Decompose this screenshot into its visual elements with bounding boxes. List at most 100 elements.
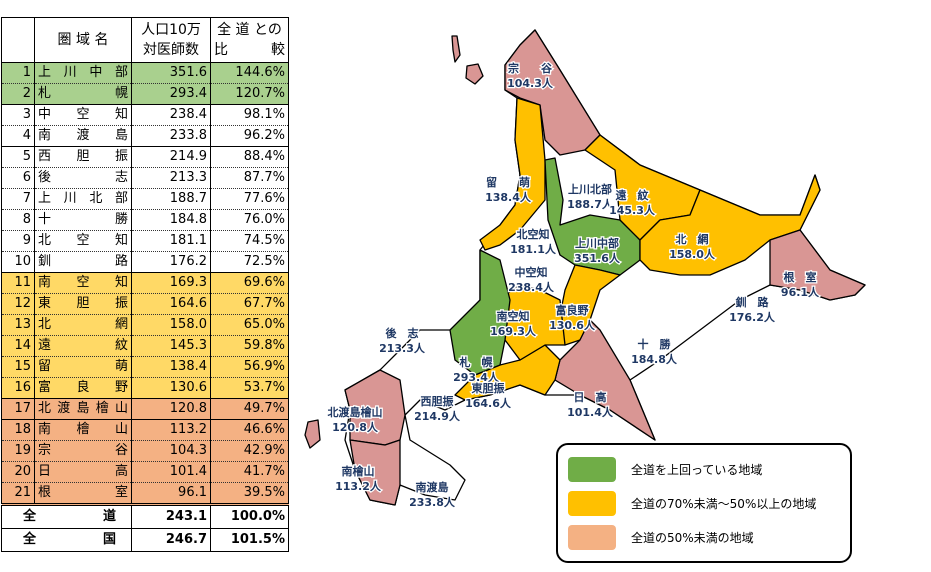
map-label-value: 145.3人 — [609, 203, 656, 217]
comparison-cell: 53.7% — [210, 377, 289, 399]
physician-ratio-cell: 184.8 — [131, 209, 211, 231]
region-name-cell: 南空知 — [34, 272, 132, 294]
table-row: 14 遠紋 145.3 59.8% — [1, 335, 289, 357]
physician-ratio-cell: 169.3 — [131, 272, 211, 294]
map-label-name: 北空知 — [517, 227, 550, 241]
table-row: 7 上川北部 188.7 77.6% — [1, 188, 289, 210]
physician-ratio-cell: 176.2 — [131, 251, 211, 273]
map-label-name: 後 志 — [386, 326, 419, 340]
map-label-name: 南渡島 — [416, 480, 449, 494]
table-row: 13 北網 158.0 65.0% — [1, 314, 289, 336]
total-value-cell: 243.1 — [131, 503, 211, 529]
rank-cell: 16 — [1, 377, 35, 399]
physician-ratio-cell: 96.1 — [131, 482, 211, 505]
region-name-cell: 南檜山 — [34, 419, 132, 441]
map-label-value: 169.3人 — [490, 324, 537, 338]
comparison-cell: 69.6% — [210, 272, 289, 294]
region-name-cell: 北網 — [34, 314, 132, 336]
total-name-cell: 全国 — [1, 528, 132, 552]
comparison-cell: 74.5% — [210, 230, 289, 252]
map-label-name: 根 室 — [784, 270, 817, 284]
comparison-cell: 56.9% — [210, 356, 289, 378]
rank-header — [1, 17, 35, 63]
table-row: 16 富良野 130.6 53.7% — [1, 377, 289, 399]
map-label-name: 釧 路 — [735, 295, 770, 309]
region-sapporo — [449, 249, 511, 376]
rank-cell: 19 — [1, 440, 35, 462]
comparison-cell: 72.5% — [210, 251, 289, 273]
physician-ratio-cell: 104.3 — [131, 440, 211, 462]
total-ratio-cell: 100.0% — [210, 503, 289, 529]
comparison-cell: 67.7% — [210, 293, 289, 315]
map-label-value: 351.6人 — [574, 251, 621, 265]
legend-item: 全道を上回っている地域 — [568, 457, 762, 482]
total-row: 全国 246.7 101.5% — [1, 528, 289, 552]
map-label-name: 上川北部 — [568, 182, 612, 196]
map-label-name: 富良野 — [556, 303, 589, 317]
rank-cell: 20 — [1, 461, 35, 483]
map-label-name: 留 萌 — [486, 175, 530, 189]
table-row: 15 留萌 138.4 56.9% — [1, 356, 289, 378]
map-label-name: 遠 紋 — [616, 188, 650, 202]
comparison-cell: 87.7% — [210, 167, 289, 189]
ratio-header: 全 道 との比較 — [210, 17, 289, 63]
rank-cell: 15 — [1, 356, 35, 378]
comparison-cell: 42.9% — [210, 440, 289, 462]
physician-ratio-table: 圏 域 名 人口10万 対医師数 全 道 との比較 1 上川中部 351.6 144.6… — [1, 17, 289, 552]
map-label-name: 中空知 — [515, 265, 548, 279]
rank-cell: 10 — [1, 251, 35, 273]
comparison-cell: 76.0% — [210, 209, 289, 231]
region-name-cell: 富良野 — [34, 377, 132, 399]
region-name-cell: 札幌 — [34, 83, 132, 105]
rishiri-island — [465, 63, 484, 85]
rank-cell: 12 — [1, 293, 35, 315]
region-name-cell: 釧路 — [34, 251, 132, 273]
comparison-cell: 46.6% — [210, 419, 289, 441]
rank-cell: 11 — [1, 272, 35, 294]
table-row: 8 十勝 184.8 76.0% — [1, 209, 289, 231]
map-legend: 全道を上回っている地域 全道の70%未満～50%以上の地域 全道の50%未満の地域 — [556, 443, 852, 563]
map-label-name: 北 網 — [676, 232, 709, 246]
map-label-name: 十 勝 — [638, 337, 672, 351]
map-label-value: 184.8人 — [631, 352, 678, 366]
comparison-cell: 98.1% — [210, 104, 289, 126]
map-label-value: 213.3人 — [379, 341, 426, 355]
region-name-cell: 西胆振 — [34, 146, 132, 168]
region-nemuro — [769, 229, 866, 301]
total-name-cell: 全道 — [1, 503, 132, 529]
physician-ratio-cell: 293.4 — [131, 83, 211, 105]
map-label-name: 東胆振 — [472, 381, 505, 395]
table-row: 5 西胆振 214.9 88.4% — [1, 146, 289, 168]
table-row: 11 南空知 169.3 69.6% — [1, 272, 289, 294]
map-label-value: 158.0人 — [669, 247, 716, 261]
table-row: 10 釧路 176.2 72.5% — [1, 251, 289, 273]
region-name-cell: 後志 — [34, 167, 132, 189]
physician-ratio-cell: 113.2 — [131, 419, 211, 441]
comparison-cell: 88.4% — [210, 146, 289, 168]
map-label-value: 101.4人 — [567, 405, 614, 419]
total-ratio-cell: 101.5% — [210, 528, 289, 552]
table-row: 19 宗谷 104.3 42.9% — [1, 440, 289, 462]
physician-ratio-cell: 101.4 — [131, 461, 211, 483]
region-name-cell: 根室 — [34, 482, 132, 505]
map-label-name: 宗 谷 — [508, 61, 553, 75]
physician-ratio-cell: 351.6 — [131, 62, 211, 84]
map-label-name: 札 幌 — [459, 355, 493, 369]
okushiri-island — [304, 419, 321, 449]
table-row: 4 南渡島 233.8 96.2% — [1, 125, 289, 147]
table-row: 17 北渡島檜山 120.8 49.7% — [1, 398, 289, 420]
legend-item: 全道の70%未満～50%以上の地域 — [568, 491, 816, 516]
physician-ratio-cell: 138.4 — [131, 356, 211, 378]
region-name-cell: 上川北部 — [34, 188, 132, 210]
region-minami-sorachi — [504, 284, 566, 361]
total-row: 全道 243.1 100.0% — [1, 503, 289, 529]
map-label-value: 104.3人 — [507, 76, 554, 90]
map-label-value: 130.6人 — [549, 318, 596, 332]
map-label-value: 214.9人 — [414, 409, 461, 423]
physician-ratio-cell: 238.4 — [131, 104, 211, 126]
map-label-value: 238.4人 — [508, 280, 555, 294]
map-label-value: 120.8人 — [332, 420, 379, 434]
map-label-name: 西胆振 — [421, 394, 454, 408]
table-row: 2 札幌 293.4 120.7% — [1, 83, 289, 105]
legend-swatch — [568, 457, 616, 482]
